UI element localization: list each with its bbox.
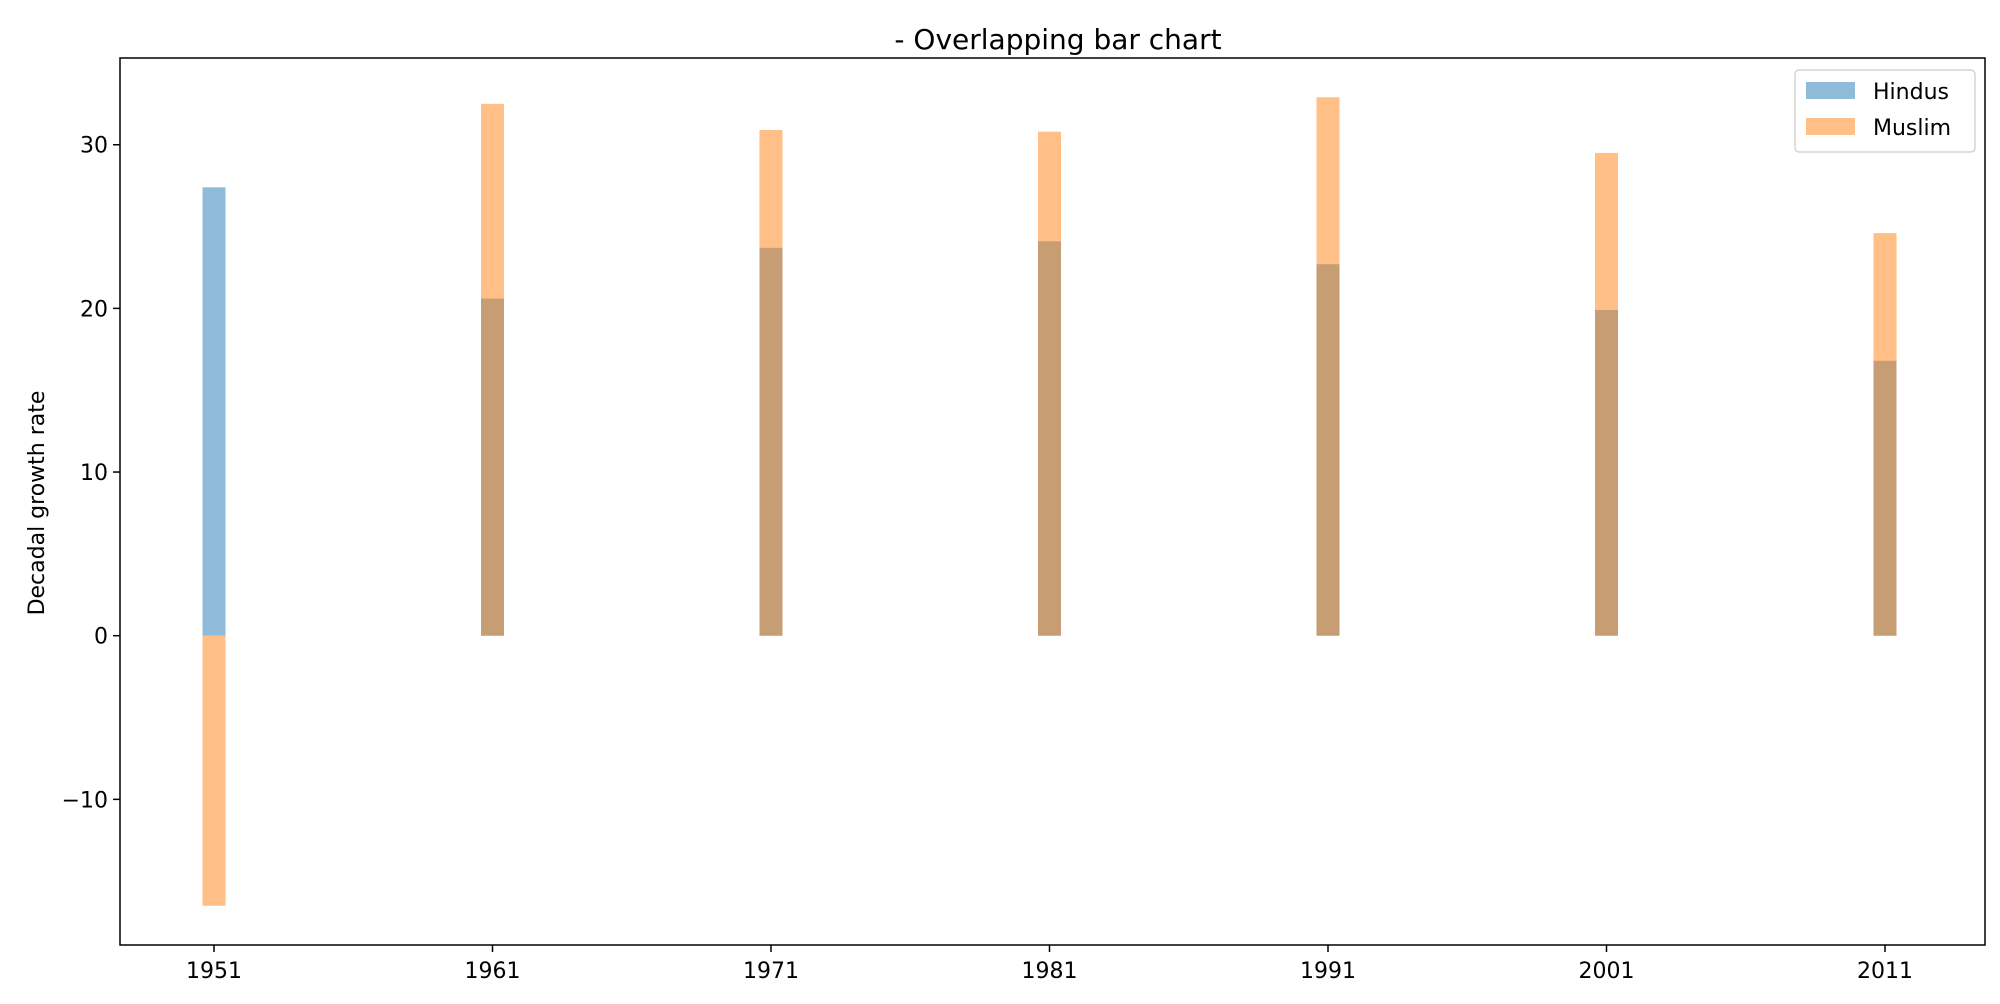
x-tick-label: 1961 bbox=[465, 959, 521, 984]
y-tick-label: 30 bbox=[80, 134, 108, 159]
y-axis: −10 0 10 20 30 bbox=[62, 134, 120, 813]
y-tick-label: 20 bbox=[80, 297, 108, 322]
bar-muslim-2001 bbox=[1595, 152, 1618, 636]
bars-layer bbox=[202, 97, 1897, 906]
y-axis-label: Decadal growth rate bbox=[25, 391, 50, 616]
legend-label-muslim: Muslim bbox=[1873, 116, 1951, 141]
x-tick-label: 2001 bbox=[1579, 959, 1635, 984]
legend: Hindus Muslim bbox=[1794, 69, 1976, 153]
x-axis: 1951 1961 1971 1981 1991 2001 2011 bbox=[186, 945, 1913, 984]
chart-title: - Overlapping bar chart bbox=[894, 23, 1221, 56]
legend-swatch-hindus bbox=[1806, 82, 1855, 99]
x-tick-label: 1951 bbox=[186, 959, 242, 984]
bar-muslim-1951 bbox=[202, 635, 226, 906]
x-tick-label: 1981 bbox=[1022, 959, 1078, 984]
bar-muslim-1971 bbox=[759, 130, 783, 636]
y-tick-label: 10 bbox=[80, 461, 108, 486]
x-tick-label: 2011 bbox=[1857, 959, 1913, 984]
bar-hindus-1951 bbox=[202, 187, 226, 636]
plot-area-frame bbox=[119, 57, 1986, 946]
bar-muslim-1981 bbox=[1038, 131, 1061, 636]
bar-muslim-2011 bbox=[1873, 233, 1897, 636]
y-tick-label: 0 bbox=[94, 625, 108, 650]
bar-muslim-1991 bbox=[1316, 97, 1340, 636]
x-tick-label: 1991 bbox=[1300, 959, 1356, 984]
x-tick-label: 1971 bbox=[743, 959, 799, 984]
y-tick-label: −10 bbox=[62, 788, 108, 813]
legend-label-hindus: Hindus bbox=[1873, 80, 1949, 105]
legend-swatch-muslim bbox=[1806, 118, 1855, 135]
bar-muslim-1961 bbox=[481, 103, 504, 636]
